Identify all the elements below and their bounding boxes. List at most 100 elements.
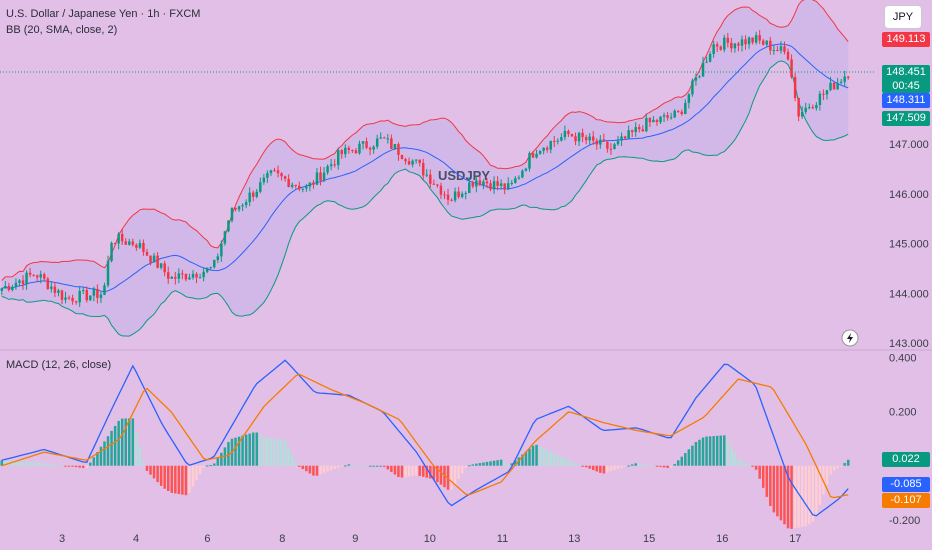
symbol-legend: U.S. Dollar / Japanese Yen · 1h · FXCM [6,8,201,20]
histogram-bar [4,460,7,466]
candle-body [283,176,287,179]
histogram-bar [241,435,244,466]
time-tick-label: 6 [204,533,210,545]
candle-body [425,174,429,176]
candle-body [340,150,344,155]
histogram-bar [577,464,581,466]
candle-body [326,166,329,173]
histogram-bar [662,465,666,468]
candle-body [687,94,691,103]
histogram-bar [53,464,57,466]
histogram-bar [538,446,542,466]
histogram-bar [584,465,588,468]
candle-body [669,117,673,119]
histogram-bar [698,439,701,466]
candle-body [815,104,818,109]
price-tick-label: 146.000 [889,189,929,201]
candle-body [553,140,556,142]
candle-body [443,194,446,196]
histogram-bar [436,465,439,483]
macd-tick-label: 0.400 [889,352,917,364]
histogram-bar [836,465,839,469]
histogram-bar [800,465,804,527]
histogram-bar [255,432,259,466]
histogram-bar [259,434,262,466]
candle-body [616,140,620,145]
histogram-bar [475,463,478,466]
candle-body [43,274,46,279]
histogram-bar [71,465,74,467]
candle-body [259,182,262,192]
candle-body [804,107,807,112]
bb-fill-area [1,0,849,337]
bb-basis-line [1,43,849,293]
histogram-bar [131,418,135,466]
candle-body [630,130,634,133]
histogram-bar [170,465,174,493]
histogram-bar [673,464,676,466]
histogram-bar [528,448,531,466]
histogram-bar [602,465,606,474]
histogram-bar [609,465,613,472]
histogram-bar [457,465,460,479]
candle-body [531,153,535,158]
histogram-bar [669,465,673,468]
histogram-bar [305,465,308,472]
histogram-bar [120,418,124,466]
candle-body [800,111,804,117]
candle-body [234,208,237,210]
candle-body [213,259,216,268]
histogram-bar [510,463,514,466]
candle-body [124,241,127,245]
candle-body [74,301,78,303]
time-tick-label: 13 [568,533,580,545]
histogram-bar [705,436,708,466]
histogram-bar [106,436,110,466]
histogram-bar [804,465,807,527]
histogram-bar [676,460,680,466]
histogram-bar [358,465,361,467]
candle-body [280,173,283,177]
candle-body [273,170,276,172]
histogram-bar [368,465,372,467]
candle-body [701,62,705,77]
histogram-bar [811,465,815,522]
candle-body [397,144,400,155]
candle-body [737,43,740,46]
time-tick-label: 10 [424,533,436,545]
histogram-bar [747,464,751,466]
histogram-bar [128,418,131,466]
histogram-bar [754,465,758,470]
histogram-bar [793,465,797,529]
replay-icon[interactable] [841,329,859,347]
candle-body [174,276,177,279]
histogram-bar [482,462,485,466]
currency-button[interactable]: JPY [884,5,922,29]
candle-body [560,137,563,141]
histogram-bar [570,461,574,466]
candle-body [152,255,156,263]
histogram-bar [606,465,609,473]
bb-upper-badge: 149.113 [882,32,930,47]
candle-body [255,191,259,197]
histogram-bar [379,465,382,467]
histogram-bar [110,430,113,466]
histogram-bar [290,454,294,466]
histogram-bar [560,456,563,466]
candle-body [379,137,382,139]
candle-body [241,205,244,207]
histogram-bar [103,441,106,466]
candle-body [315,172,319,185]
candle-body [726,37,730,43]
histogram-bar [758,465,761,479]
candle-body [319,172,322,181]
candle-body [269,170,273,174]
candle-body [418,159,421,164]
histogram-bar [237,436,241,466]
candle-body [85,290,89,301]
histogram-bar [514,460,517,466]
candle-body [290,184,294,187]
histogram-bar [81,465,85,469]
histogram-bar [262,436,266,466]
candle-body [606,141,609,149]
